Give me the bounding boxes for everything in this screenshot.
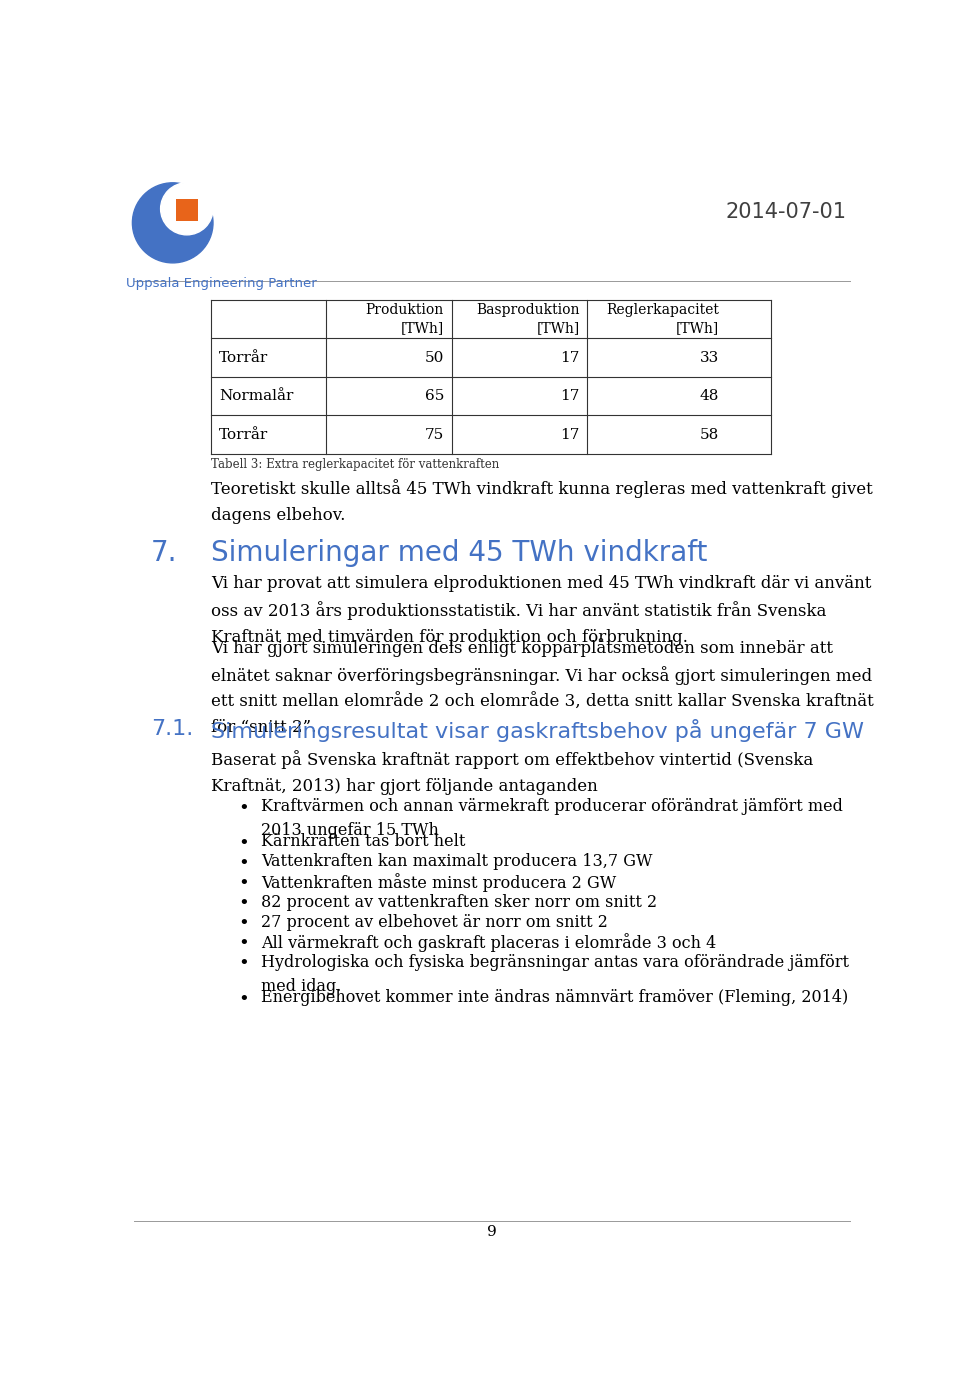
Text: Kärnkraften tas bort helt: Kärnkraften tas bort helt [261,833,466,851]
Text: All värmekraft och gaskraft placeras i elområde 3 och 4: All värmekraft och gaskraft placeras i e… [261,933,716,953]
Text: 17: 17 [561,389,580,403]
Text: Torrår: Torrår [219,350,269,364]
Text: 7.: 7. [151,540,178,568]
Text: •: • [239,836,250,852]
Text: Simuleringar med 45 TWh vindkraft: Simuleringar med 45 TWh vindkraft [211,540,708,568]
Text: Kraftvärmen och annan värmekraft producerar oförändrat jämfört med
2013 ungefär : Kraftvärmen och annan värmekraft produce… [261,798,843,840]
Text: 82 procent av vattenkraften sker norr om snitt 2: 82 procent av vattenkraften sker norr om… [261,894,658,911]
Text: •: • [239,915,250,933]
Text: Torrår: Torrår [219,428,269,442]
Text: •: • [239,990,250,1009]
Text: 17: 17 [561,428,580,442]
Text: 48: 48 [700,389,719,403]
Text: •: • [239,896,250,914]
Text: 7.1.: 7.1. [151,720,193,739]
Text: •: • [239,855,250,873]
Text: 9: 9 [487,1225,497,1239]
Text: Vi har provat att simulera elproduktionen med 45 TWh vindkraft där vi använt
oss: Vi har provat att simulera elproduktione… [211,575,872,646]
Text: Tabell 3: Extra reglerkapacitet för vattenkraften: Tabell 3: Extra reglerkapacitet för vatt… [211,458,500,470]
Bar [176,199,198,220]
Text: •: • [239,799,250,817]
Text: Baserat på Svenska kraftnät rapport om effektbehov vintertid (Svenska
Kraftnät, : Baserat på Svenska kraftnät rapport om e… [211,751,814,795]
Text: Produktion
[TWh]: Produktion [TWh] [366,304,444,335]
Text: •: • [239,935,250,953]
Text: Basproduktion
[TWh]: Basproduktion [TWh] [476,304,580,335]
Text: Simuleringsresultat visar gaskraftsbehov på ungefär 7 GW: Simuleringsresultat visar gaskraftsbehov… [211,720,864,742]
Text: Energibehovet kommer inte ändras nämnvärt framöver (Fleming, 2014): Energibehovet kommer inte ändras nämnvär… [261,989,849,1006]
Circle shape [160,183,213,234]
Text: Uppsala Engineering Partner: Uppsala Engineering Partner [126,276,317,290]
Circle shape [132,183,213,262]
Text: 50: 50 [424,350,444,364]
Text: •: • [239,956,250,974]
Text: 75: 75 [424,428,444,442]
Text: 27 procent av elbehovet är norr om snitt 2: 27 procent av elbehovet är norr om snitt… [261,914,608,930]
Text: Vattenkraften måste minst producera 2 GW: Vattenkraften måste minst producera 2 GW [261,873,616,893]
Text: Vattenkraften kan maximalt producera 13,7 GW: Vattenkraften kan maximalt producera 13,… [261,854,653,870]
Text: Teoretiskt skulle alltså 45 TWh vindkraft kunna regleras med vattenkraft givet
d: Teoretiskt skulle alltså 45 TWh vindkraf… [211,480,874,523]
Text: Vi har gjort simuleringen dels enligt kopparplåtsmetoden som innebär att
elnätet: Vi har gjort simuleringen dels enligt ko… [211,638,875,737]
Text: 2014-07-01: 2014-07-01 [726,202,847,222]
Text: Normalår: Normalår [219,389,294,403]
Text: Reglerkapacitet
[TWh]: Reglerkapacitet [TWh] [606,304,719,335]
Text: •: • [239,875,250,893]
Text: 17: 17 [561,350,580,364]
Text: Hydrologiska och fysiska begränsningar antas vara oförändrade jämfört
med idag.: Hydrologiska och fysiska begränsningar a… [261,954,849,995]
Text: 65: 65 [424,389,444,403]
Text: 33: 33 [700,350,719,364]
Bar [173,219,198,230]
Text: 58: 58 [700,428,719,442]
